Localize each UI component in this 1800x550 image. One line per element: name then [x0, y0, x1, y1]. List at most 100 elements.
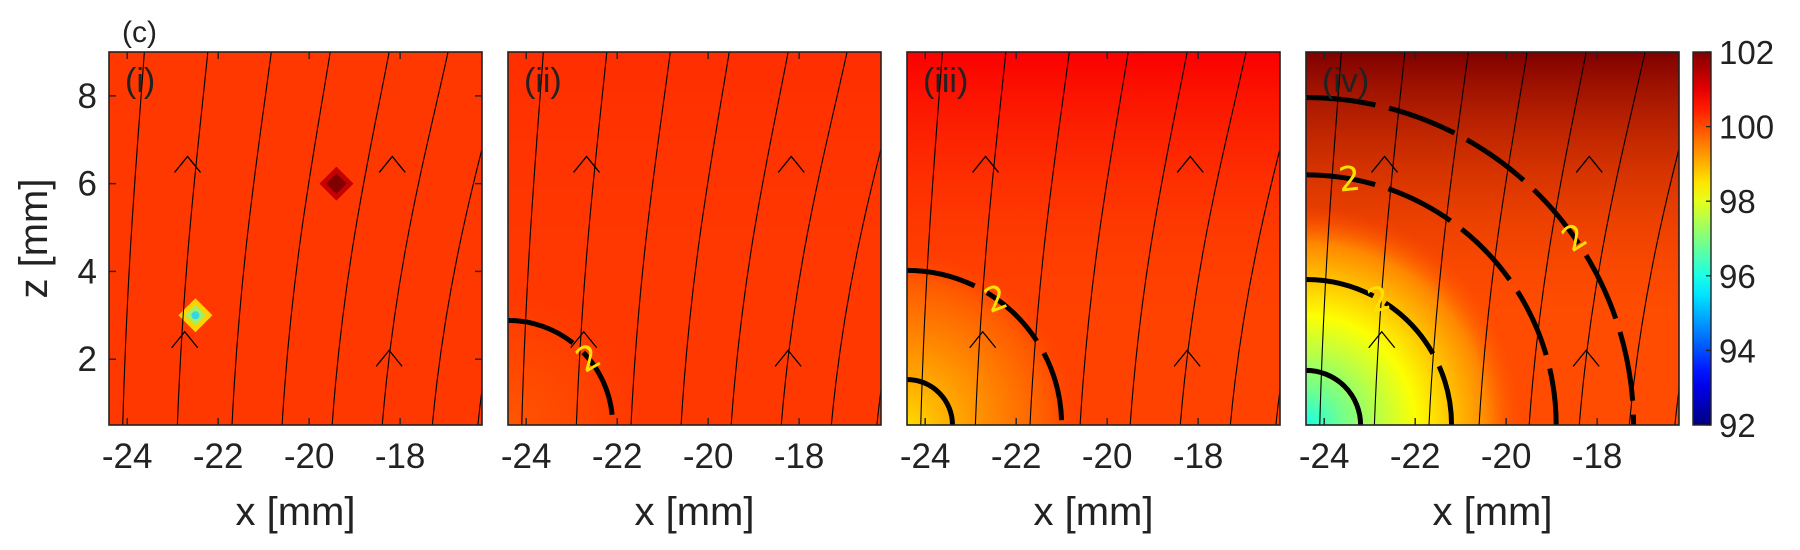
y-tick-label: 6 [78, 165, 97, 204]
x-tick-label: -20 [683, 437, 734, 476]
streamline [1129, 52, 1188, 425]
y-axis-label: z [mm] [12, 179, 56, 299]
y-tick-label: 8 [78, 77, 97, 116]
flow-arrow [777, 155, 805, 173]
streamlines [521, 52, 881, 425]
colorbar-tick-label: 100 [1719, 109, 1774, 146]
streamline [730, 52, 789, 425]
streamline [974, 52, 1007, 425]
streamline [680, 52, 730, 425]
flow-arrow [774, 349, 802, 367]
x-tick-label: -22 [592, 437, 643, 476]
flow-arrow [1371, 155, 1399, 173]
heatmap-field: 222 [1306, 52, 1679, 425]
panel-label: (iii) [923, 62, 968, 100]
flow-arrow [171, 330, 199, 349]
heatmap-field [109, 52, 482, 425]
x-tick-label: -18 [774, 437, 825, 476]
streamline [575, 52, 608, 425]
panel-4: 222(iv)-24 -22 -20 -18x [mm] [1299, 51, 1680, 534]
flow-arrow [375, 349, 403, 367]
heatmap-radial [1306, 52, 1679, 425]
streamline [122, 52, 145, 425]
hot-spot [319, 166, 354, 201]
heatmap-radial [508, 52, 881, 425]
x-tick-label: -20 [1481, 437, 1532, 476]
y-tick-label: 2 [78, 340, 97, 379]
streamline [521, 52, 544, 425]
flow-arrow [378, 155, 406, 173]
streamline [381, 52, 449, 425]
contour [1306, 367, 1364, 425]
streamline [1373, 52, 1406, 425]
streamline [630, 52, 671, 425]
panel-label: (ii) [524, 62, 562, 100]
streamlines [122, 52, 482, 425]
streamlines [1319, 52, 1679, 425]
panel-1: (i) -24 -22 -20 -18 x [mm] 2 4 6 8 z [mm] [12, 51, 483, 534]
x-tick-label: -24 [900, 437, 951, 476]
colorbar: 92 94 96 98 100 102 [1692, 34, 1774, 444]
contour: 2 [1306, 276, 1455, 425]
panel-3: 2(iii) -24 -22 -20 -18 x [mm] [900, 51, 1281, 534]
streamlines [920, 52, 1280, 425]
colorbar-tick-label: 94 [1719, 332, 1756, 369]
streamline [331, 52, 390, 425]
colorbar-tick-label: 92 [1719, 407, 1756, 444]
streamline [1229, 146, 1280, 425]
colorbar-tick-label: 102 [1719, 34, 1774, 71]
x-axis-label: x [mm] [1034, 490, 1154, 534]
axes-frame [906, 51, 1281, 426]
flow-arrow [1575, 155, 1603, 173]
contour-label: 2 [1337, 159, 1363, 201]
flow-arrow [1572, 349, 1600, 367]
streamline [1319, 52, 1342, 425]
axes-frame [1305, 51, 1680, 426]
streamline [281, 52, 331, 425]
streamline [1578, 52, 1646, 425]
flow-arrow [972, 155, 1000, 173]
flow-arrow [1368, 330, 1396, 349]
x-tick-label: -24 [1299, 437, 1350, 476]
colorbar-tick-label: 98 [1719, 183, 1756, 220]
x-tick-label: -20 [1082, 437, 1133, 476]
streamline [780, 52, 848, 425]
streamline [1628, 146, 1679, 425]
flow-arrow [1173, 349, 1201, 367]
contour: 2 [1306, 159, 1559, 425]
figure-label: (c) [122, 16, 157, 49]
panel-label: (iv) [1322, 62, 1369, 100]
x-tick-label: -18 [1173, 437, 1224, 476]
streamline [231, 52, 272, 425]
panel-2: 2(ii) -24 -22 -20 -18 x [mm] [501, 51, 882, 534]
cold-spot [178, 298, 213, 333]
x-tick-label: -20 [284, 437, 335, 476]
streamline [1179, 52, 1247, 425]
x-tick-label: -24 [501, 437, 552, 476]
flow-arrow [969, 330, 997, 349]
heatmap-radial [907, 52, 1280, 425]
streamline [1478, 52, 1528, 425]
colorbar-gradient [1692, 51, 1712, 426]
y-tick-label: 4 [78, 252, 97, 291]
streamline [176, 52, 209, 425]
colorbar-tick-label: 96 [1719, 258, 1756, 295]
x-tick-label: -22 [991, 437, 1042, 476]
flow-arrow [573, 155, 601, 173]
x-tick-label: -24 [102, 437, 153, 476]
flow-arrow [1176, 155, 1204, 173]
streamline [1428, 52, 1469, 425]
streamline [920, 52, 943, 425]
axes-frame [507, 51, 882, 426]
flow-arrow [570, 330, 598, 349]
streamline [1674, 385, 1679, 425]
x-tick-label: -22 [193, 437, 244, 476]
streamline [830, 146, 881, 425]
x-axis-label: x [mm] [236, 490, 356, 534]
contour [907, 377, 955, 425]
streamline [1079, 52, 1129, 425]
x-tick-label: -22 [1390, 437, 1441, 476]
x-axis-label: x [mm] [1433, 490, 1553, 534]
axes-frame [108, 51, 483, 426]
